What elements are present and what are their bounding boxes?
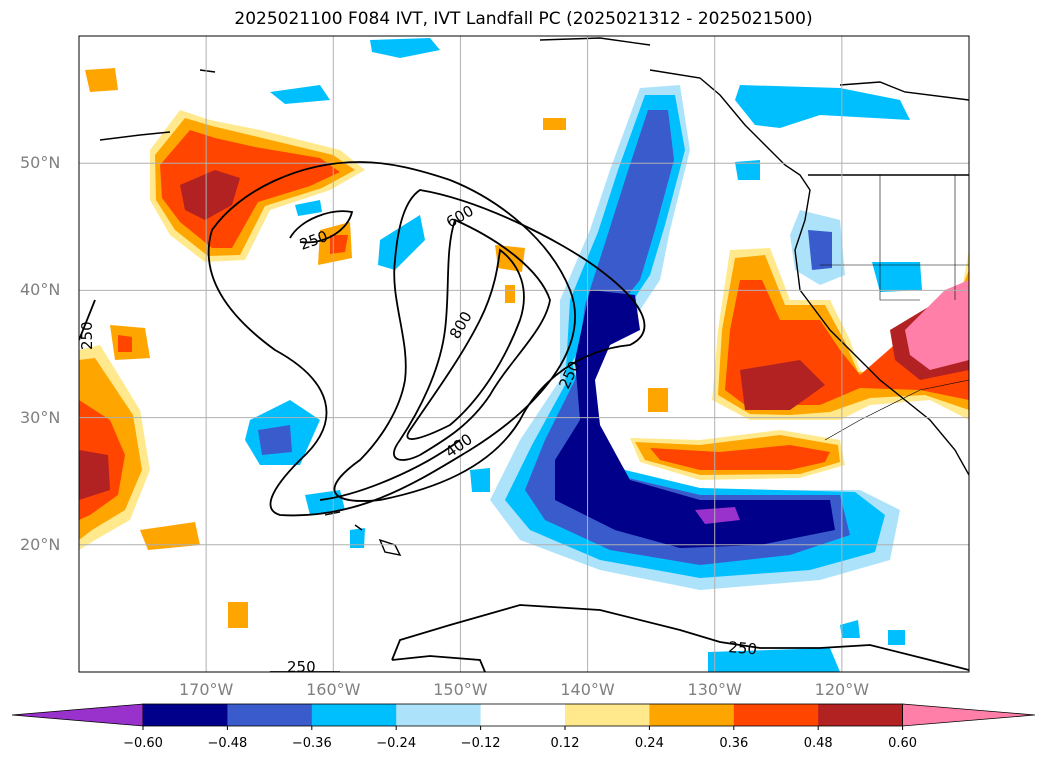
colorbar-tick-label: 0.24 bbox=[634, 736, 664, 751]
colorbar-extend-high bbox=[902, 703, 1036, 727]
colorbar-segment bbox=[143, 704, 228, 726]
plot-title: 2025021100 F084 IVT, IVT Landfall PC (20… bbox=[234, 9, 813, 29]
colorbar-segment bbox=[818, 704, 904, 726]
latitude-label: 20°N bbox=[20, 534, 61, 554]
latitude-label: 40°N bbox=[20, 280, 61, 300]
coastlines bbox=[99, 37, 969, 556]
ivt-positive-shading bbox=[79, 68, 969, 628]
colorbar-segment bbox=[227, 704, 313, 726]
colorbar-tick-label: −0.24 bbox=[376, 736, 417, 751]
colorbar-tick-label: 0.12 bbox=[550, 736, 580, 751]
contour-label: 250 bbox=[728, 638, 758, 658]
colorbar-segment bbox=[480, 704, 566, 726]
longitude-label: 120°W bbox=[814, 680, 870, 699]
gridlines bbox=[79, 36, 969, 672]
colorbar-tick-label: −0.48 bbox=[207, 736, 248, 751]
ivt-negative-shading bbox=[245, 38, 922, 672]
colorbar-tick-label: −0.12 bbox=[460, 736, 501, 751]
state-borders bbox=[820, 175, 969, 441]
colorbar-segment bbox=[649, 704, 735, 726]
longitude-label: 140°W bbox=[560, 680, 615, 699]
colorbar-segment bbox=[733, 704, 819, 726]
colorbar-segment bbox=[396, 704, 482, 726]
colorbar-segment bbox=[565, 704, 650, 726]
longitude-label: 170°W bbox=[178, 680, 234, 699]
colorbar-extend-low bbox=[11, 703, 144, 727]
map-frame bbox=[78, 35, 970, 673]
latitude-label: 50°N bbox=[20, 153, 61, 173]
colorbar-tick-label: −0.36 bbox=[291, 736, 332, 751]
longitude-label: 130°W bbox=[687, 680, 742, 699]
map-plot: 250 600 800 250 400 250 250 250 bbox=[78, 35, 970, 676]
colorbar-segment bbox=[311, 704, 397, 726]
colorbar-tick-label: 0.36 bbox=[719, 736, 749, 751]
longitude-label: 160°W bbox=[306, 680, 361, 699]
colorbar-tick-label: −0.60 bbox=[123, 736, 163, 751]
colorbar-tick-label: 0.48 bbox=[803, 736, 833, 751]
ivt-contours bbox=[79, 161, 969, 672]
contour-label: 250 bbox=[78, 321, 96, 350]
longitude-label: 150°W bbox=[433, 680, 488, 699]
latitude-label: 30°N bbox=[20, 407, 61, 427]
contour-label: 250 bbox=[287, 658, 316, 676]
colorbar-tick-label: 0.60 bbox=[888, 736, 918, 751]
colorbar-outline bbox=[142, 703, 903, 727]
